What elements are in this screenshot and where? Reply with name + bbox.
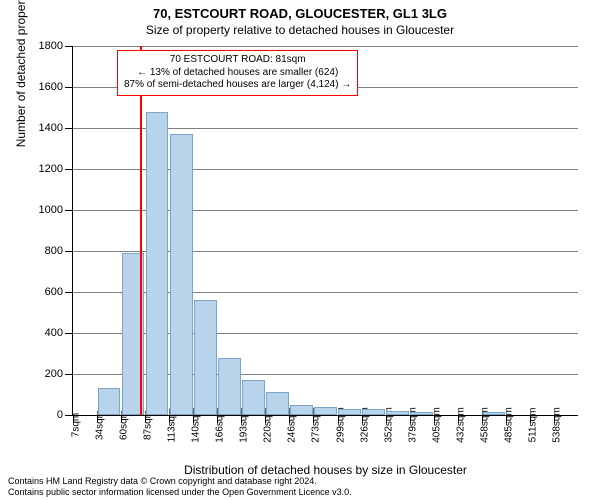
y-axis-label: Number of detached properties [14,0,28,147]
x-tick-label: 511sqm [527,408,538,443]
annotation-line: 70 ESTCOURT ROAD: 81sqm [124,54,351,67]
y-tick-label: 200 [45,368,63,380]
plot-area: Distribution of detached houses by size … [72,46,578,416]
y-tick [65,128,73,129]
histogram-bar [242,380,265,415]
y-tick [65,374,73,375]
chart-container: 70, ESTCOURT ROAD, GLOUCESTER, GL1 3LG S… [0,0,600,500]
annotation-line: 87% of semi-detached houses are larger (… [124,79,351,92]
y-tick-label: 1200 [39,163,63,175]
histogram-bar [386,411,409,415]
histogram-bar [338,409,361,415]
y-tick [65,87,73,88]
y-tick-label: 0 [57,409,63,421]
y-tick [65,169,73,170]
annotation-line: ← 13% of detached houses are smaller (62… [124,67,351,80]
x-axis-label: Distribution of detached houses by size … [184,463,467,477]
y-tick-label: 1800 [39,40,63,52]
y-tick-label: 1000 [39,204,63,216]
y-tick [65,333,73,334]
histogram-bar [218,358,241,415]
x-tick-label: 432sqm [455,407,466,443]
y-tick-label: 400 [45,327,63,339]
y-tick [65,46,73,47]
histogram-bar [146,112,169,415]
histogram-bar [362,409,385,415]
y-tick [65,251,73,252]
y-tick-label: 600 [45,286,63,298]
histogram-bar [194,300,217,415]
x-tick-label: 538sqm [551,407,562,443]
histogram-bar [483,412,506,415]
footer-line-1: Contains HM Land Registry data © Crown c… [8,476,352,486]
footer-attribution: Contains HM Land Registry data © Crown c… [8,476,352,497]
y-tick [65,210,73,211]
histogram-bar [410,412,433,415]
histogram-bar [98,388,121,415]
y-tick-label: 1400 [39,122,63,134]
x-tick-label: 7sqm [71,413,82,437]
histogram-bar [314,407,337,415]
property-marker-line [140,46,142,415]
y-tick [65,292,73,293]
y-tick-label: 1600 [39,81,63,93]
histogram-bar [266,392,289,415]
annotation-box: 70 ESTCOURT ROAD: 81sqm← 13% of detached… [117,50,358,96]
chart-title: 70, ESTCOURT ROAD, GLOUCESTER, GL1 3LG [0,0,600,21]
footer-line-2: Contains public sector information licen… [8,487,352,497]
histogram-bar [290,405,313,415]
chart-subtitle: Size of property relative to detached ho… [0,21,600,37]
histogram-bar [170,134,193,415]
y-tick-label: 800 [45,245,63,257]
gridline [73,46,578,47]
